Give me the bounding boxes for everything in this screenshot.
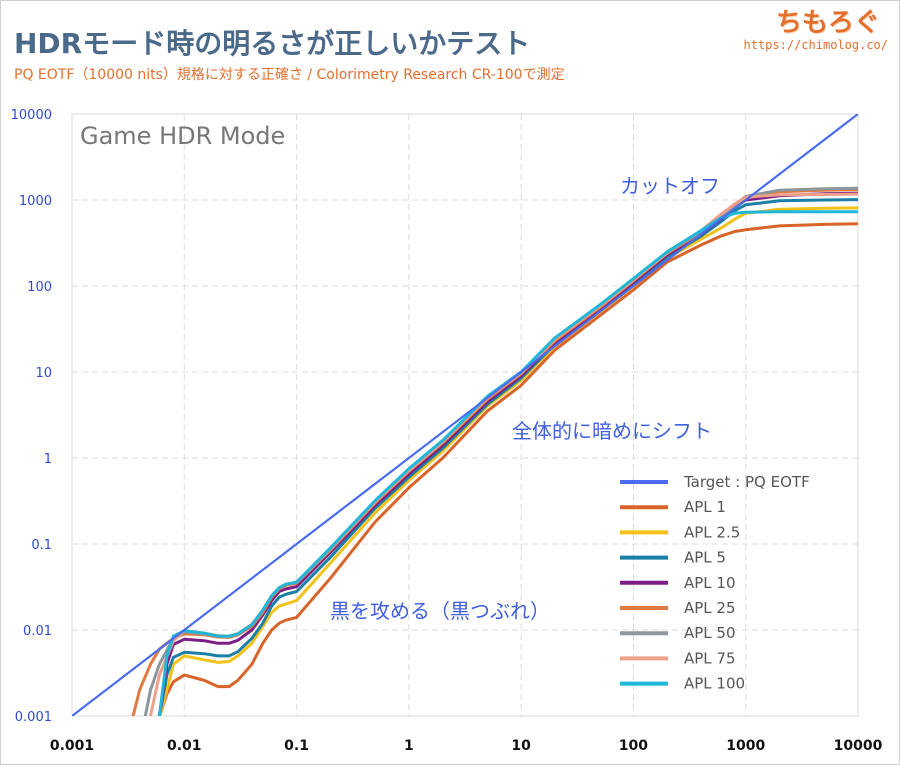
legend-label: APL 2.5 xyxy=(684,523,740,541)
series-group xyxy=(72,114,858,716)
y-tick-label: 10000 xyxy=(11,108,52,123)
x-tick-label: 100 xyxy=(619,738,648,754)
annotation-1: カットオフ xyxy=(620,174,720,198)
x-tick-label: 10 xyxy=(511,738,531,754)
series-line-apl-2-5 xyxy=(157,206,858,716)
site-logo: ちもろぐ xyxy=(775,8,880,38)
y-tick-label: 0.1 xyxy=(31,538,52,553)
x-tick-label: 1000 xyxy=(726,738,765,754)
y-tick-label: 0.01 xyxy=(23,624,52,639)
x-tick-label: 0.01 xyxy=(167,738,202,754)
y-tick-label: 1 xyxy=(44,452,52,467)
page-title: HDRモード時の明るさが正しいかテスト xyxy=(14,27,531,60)
annotation-2: 全体的に暗めにシフト xyxy=(512,419,712,443)
x-tick-label: 0.001 xyxy=(50,738,94,754)
y-tick-label: 1000 xyxy=(19,194,52,209)
page-subtitle: PQ EOTF（10000 nits）規格に対する正確さ / Colorimet… xyxy=(14,67,565,83)
legend-label: APL 5 xyxy=(684,549,726,567)
legend-label: Target : PQ EOTF xyxy=(683,473,810,491)
y-tick-label: 10 xyxy=(35,366,52,381)
legend-label: APL 75 xyxy=(684,649,736,667)
series-line-apl-1 xyxy=(157,222,858,716)
series-line-apl-5 xyxy=(157,198,858,716)
x-tick-label: 0.1 xyxy=(284,738,309,754)
legend-label: APL 25 xyxy=(684,599,736,617)
x-tick-label: 10000 xyxy=(834,738,883,754)
y-tick-label: 100 xyxy=(27,280,52,295)
chart-title: Game HDR Mode xyxy=(80,122,285,150)
legend-label: APL 50 xyxy=(684,624,736,642)
legend-label: APL 100 xyxy=(684,675,745,693)
legend-label: APL 1 xyxy=(684,498,726,516)
site-url: https://chimolog.co/ xyxy=(743,38,889,52)
y-tick-label: 0.001 xyxy=(15,710,52,725)
annotation-3: 黒を攻める（黒つぶれ） xyxy=(330,599,550,623)
series-line-target-pq-eotf xyxy=(72,114,858,716)
x-tick-label: 1 xyxy=(404,738,414,754)
legend-label: APL 10 xyxy=(684,574,736,592)
